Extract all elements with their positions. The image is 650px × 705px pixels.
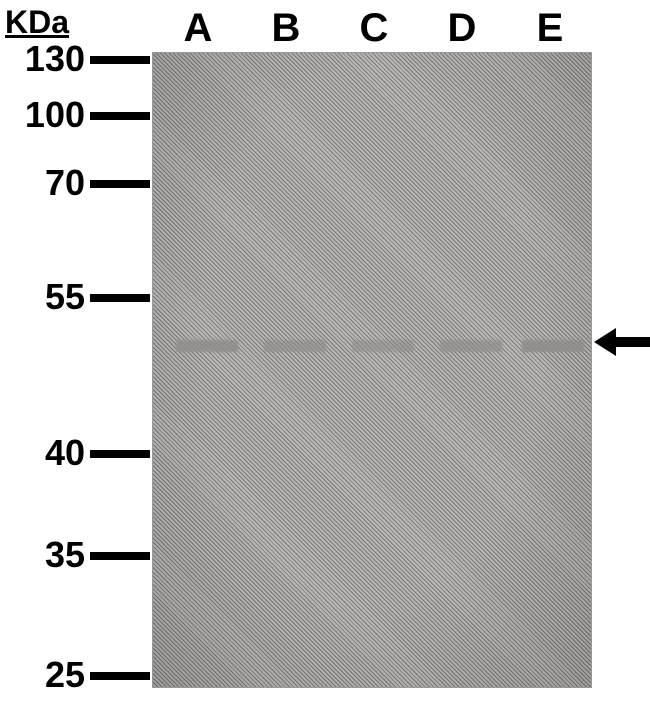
mw-label: 25: [0, 654, 85, 696]
lane-label: A: [178, 6, 218, 51]
mw-label: 40: [0, 432, 85, 474]
protein-band: [352, 340, 414, 352]
lane-label: E: [530, 6, 570, 51]
mw-label: 55: [0, 276, 85, 318]
mw-tick: [90, 294, 150, 302]
western-blot-figure: KDa 130 100 70 55 40 35 25 A B C D E: [0, 0, 650, 705]
protein-band: [176, 340, 238, 352]
mw-tick: [90, 180, 150, 188]
protein-band: [522, 340, 584, 352]
axis-label-kda: KDa: [5, 4, 69, 41]
mw-tick: [90, 56, 150, 64]
target-band-arrow: [594, 328, 650, 356]
mw-label: 35: [0, 534, 85, 576]
mw-tick: [90, 672, 150, 680]
lane-label: D: [442, 6, 482, 51]
lane-label: C: [354, 6, 394, 51]
mw-label: 100: [0, 94, 85, 136]
mw-tick: [90, 112, 150, 120]
arrow-shaft: [616, 337, 650, 347]
lane-label: B: [266, 6, 306, 51]
protein-band: [264, 340, 326, 352]
blot-membrane: [152, 52, 592, 688]
mw-tick: [90, 552, 150, 560]
mw-label: 70: [0, 162, 85, 204]
mw-label: 130: [0, 38, 85, 80]
arrow-left-icon: [594, 328, 616, 356]
protein-band: [440, 340, 502, 352]
mw-tick: [90, 450, 150, 458]
blot-background: [152, 52, 592, 688]
